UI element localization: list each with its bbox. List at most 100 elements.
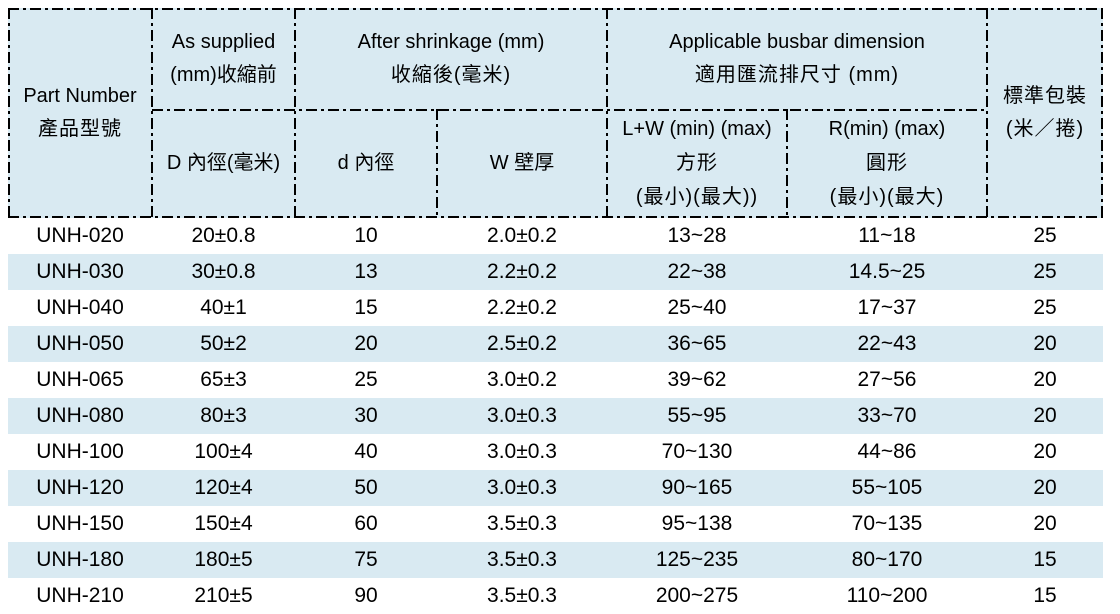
table-row: UNH-065 65±3 25 3.0±0.2 39~62 27~56 20 (8, 362, 1103, 398)
cell-part-number: UNH-040 (36, 296, 124, 319)
header-packaging-unit: (米／捲) (1005, 118, 1085, 140)
table-row: UNH-150 150±4 60 3.5±0.3 95~138 70~135 20 (8, 506, 1103, 542)
header-part-number: Part Number 產品型號 (8, 8, 152, 218)
cell-inner-dia-as-supplied: 80±3 (200, 404, 247, 427)
cell-inner-dia-as-supplied: 65±3 (200, 368, 247, 391)
cell-packaging: 20 (1033, 368, 1057, 391)
border-line-right (1101, 8, 1103, 218)
header-after-shrinkage-zh: 收縮後(毫米) (390, 64, 512, 86)
table-row: UNH-180 180±5 75 3.5±0.3 125~235 80~170 15 (8, 542, 1103, 578)
cell-packaging: 20 (1033, 440, 1057, 463)
cell-part-number: UNH-030 (36, 260, 124, 283)
cell-inner-dia-after-shrinkage: 90 (354, 584, 378, 607)
cell-inner-dia-as-supplied: 210±5 (194, 584, 253, 607)
cell-packaging: 20 (1033, 476, 1057, 499)
cell-lw-square-range: 25~40 (667, 296, 727, 319)
subheader-d-inner-dia-label: D 內徑(毫米) (166, 151, 281, 174)
cell-inner-dia-as-supplied: 30±0.8 (191, 260, 256, 283)
cell-r-round-range: 44~86 (857, 440, 917, 463)
subheader-wall-thickness: W 壁厚 (437, 110, 607, 216)
cell-r-round-range: 17~37 (857, 296, 917, 319)
subheader-r-minmax-label: (最小)(最大) (829, 186, 945, 208)
cell-inner-dia-as-supplied: 120±4 (194, 476, 253, 499)
cell-part-number: UNH-065 (36, 368, 124, 391)
cell-inner-dia-after-shrinkage: 60 (354, 512, 378, 535)
cell-part-number: UNH-180 (36, 548, 124, 571)
header-after-shrinkage-en: After shrinkage (mm) (357, 31, 545, 53)
header-as-supplied: As supplied (mm)收縮前 (152, 8, 295, 110)
cell-packaging: 25 (1033, 296, 1057, 319)
cell-part-number: UNH-100 (36, 440, 124, 463)
cell-lw-square-range: 39~62 (667, 368, 727, 391)
cell-inner-dia-as-supplied: 180±5 (194, 548, 253, 571)
subheader-d-shrunk-label: d 內徑 (337, 151, 395, 174)
cell-wall-thickness: 2.2±0.2 (487, 260, 557, 283)
cell-inner-dia-after-shrinkage: 40 (354, 440, 378, 463)
border-line-col4 (606, 8, 608, 218)
header-busbar-dimension-en: Applicable busbar dimension (669, 31, 925, 53)
header-part-number-zh: 產品型號 (38, 118, 122, 140)
table-row: UNH-120 120±4 50 3.0±0.3 90~165 55~105 20 (8, 470, 1103, 506)
cell-part-number: UNH-150 (36, 512, 124, 535)
table-row: UNH-040 40±1 15 2.2±0.2 25~40 17~37 25 (8, 290, 1103, 326)
subheader-r-shape-label: 圓形 (866, 152, 908, 174)
cell-wall-thickness: 2.2±0.2 (487, 296, 557, 319)
border-line-top (8, 8, 1103, 10)
cell-packaging: 15 (1033, 548, 1057, 571)
header-part-number-en: Part Number (23, 85, 137, 107)
cell-inner-dia-after-shrinkage: 50 (354, 476, 378, 499)
subheader-lw-minmax-label: (最小)(最大)) (635, 186, 759, 208)
subheader-r-round: R(min) (max) 圓形 (最小)(最大) (787, 110, 987, 216)
cell-lw-square-range: 13~28 (667, 224, 727, 247)
cell-lw-square-range: 22~38 (667, 260, 727, 283)
border-line-col2 (294, 8, 296, 218)
border-line-left (8, 8, 10, 218)
header-busbar-dimension-zh: 適用匯流排尺寸 (mm) (694, 64, 900, 86)
table-row: UNH-080 80±3 30 3.0±0.3 55~95 33~70 20 (8, 398, 1103, 434)
subheader-lw-shape-label: 方形 (676, 152, 718, 174)
cell-inner-dia-after-shrinkage: 13 (354, 260, 378, 283)
cell-inner-dia-after-shrinkage: 25 (354, 368, 378, 391)
cell-r-round-range: 33~70 (857, 404, 917, 427)
cell-packaging: 15 (1033, 584, 1057, 607)
subheader-lw-square: L+W (min) (max) 方形 (最小)(最大)) (607, 110, 787, 216)
cell-part-number: UNH-080 (36, 404, 124, 427)
cell-inner-dia-as-supplied: 40±1 (200, 296, 247, 319)
subheader-wall-thickness-label: W 壁厚 (489, 151, 555, 174)
cell-r-round-range: 22~43 (857, 332, 917, 355)
cell-inner-dia-as-supplied: 50±2 (200, 332, 247, 355)
header-packaging: 標準包裝 (米／捲) (987, 8, 1103, 218)
cell-packaging: 25 (1033, 260, 1057, 283)
cell-inner-dia-after-shrinkage: 20 (354, 332, 378, 355)
cell-r-round-range: 27~56 (857, 368, 917, 391)
table-body: UNH-020 20±0.8 10 2.0±0.2 13~28 11~18 25 UNH-03… (8, 218, 1103, 614)
cell-r-round-range: 55~105 (851, 476, 923, 499)
header-as-supplied-en: As supplied (171, 31, 276, 53)
cell-r-round-range: 110~200 (846, 584, 928, 607)
subheader-r-range-label: R(min) (max) (828, 118, 946, 140)
table-row: UNH-050 50±2 20 2.5±0.2 36~65 22~43 20 (8, 326, 1103, 362)
cell-inner-dia-as-supplied: 20±0.8 (191, 224, 256, 247)
cell-inner-dia-after-shrinkage: 30 (354, 404, 378, 427)
table-row: UNH-030 30±0.8 13 2.2±0.2 22~38 14.5~25 25 (8, 254, 1103, 290)
cell-wall-thickness: 3.0±0.3 (487, 440, 557, 463)
cell-wall-thickness: 3.0±0.3 (487, 476, 557, 499)
header-as-supplied-zh: (mm)收縮前 (170, 64, 277, 86)
cell-r-round-range: 11~18 (858, 224, 916, 247)
cell-inner-dia-after-shrinkage: 15 (354, 296, 378, 319)
subheader-d-shrunk: d 內徑 (295, 110, 437, 216)
table-row: UNH-100 100±4 40 3.0±0.3 70~130 44~86 20 (8, 434, 1103, 470)
cell-part-number: UNH-020 (36, 224, 124, 247)
subheader-d-inner-dia: D 內徑(毫米) (152, 110, 295, 216)
cell-packaging: 20 (1033, 332, 1057, 355)
border-line-col1 (151, 8, 153, 218)
border-line-col3-lower (436, 109, 438, 218)
cell-r-round-range: 80~170 (851, 548, 923, 571)
cell-inner-dia-after-shrinkage: 75 (354, 548, 378, 571)
cell-wall-thickness: 3.5±0.3 (487, 512, 557, 535)
cell-wall-thickness: 2.0±0.2 (487, 224, 557, 247)
table-header: Part Number 產品型號 As supplied (mm)收縮前 Aft… (8, 8, 1103, 218)
cell-packaging: 25 (1033, 224, 1057, 247)
subheader-lw-range-label: L+W (min) (max) (622, 118, 772, 140)
cell-part-number: UNH-210 (36, 584, 124, 607)
